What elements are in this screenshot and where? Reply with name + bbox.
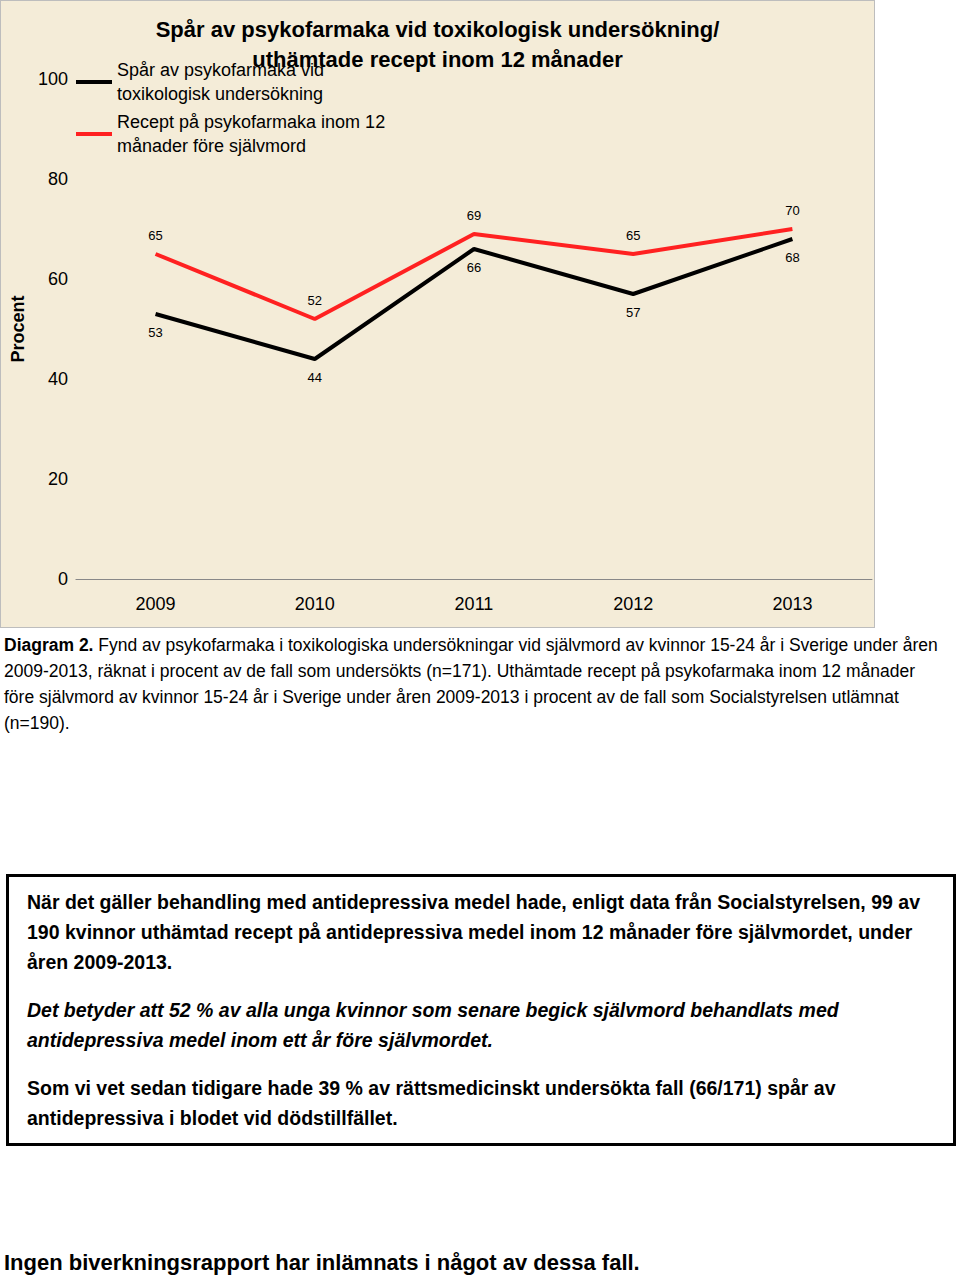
svg-text:toxikologisk undersökning: toxikologisk undersökning — [117, 84, 323, 104]
svg-text:65: 65 — [148, 228, 162, 243]
svg-text:Recept på psykofarmaka inom 12: Recept på psykofarmaka inom 12 — [117, 112, 390, 132]
svg-text:Procent: Procent — [8, 295, 28, 362]
html-text:Ingen biverkningsrapport har i: Ingen biverkningsrapport har inlämnats i… — [4, 1250, 640, 1275]
svg-text:2009: 2009 — [136, 594, 176, 614]
svg-text:40: 40 — [48, 369, 68, 389]
svg-text:70: 70 — [785, 203, 799, 218]
svg-text:69: 69 — [467, 208, 481, 223]
svg-text:53: 53 — [148, 325, 162, 340]
svg-text:2012: 2012 — [613, 594, 653, 614]
svg-text:57: 57 — [626, 305, 640, 320]
svg-text:44: 44 — [308, 370, 322, 385]
svg-text:2011: 2011 — [455, 594, 494, 614]
html-text:Det betyder att 52 % av alla u: Det betyder att 52 % av alla unga kvinno… — [27, 999, 839, 1051]
svg-text:52: 52 — [308, 293, 322, 308]
svg-text:66: 66 — [467, 260, 481, 275]
svg-text:0: 0 — [58, 569, 68, 589]
svg-text:65: 65 — [626, 228, 640, 243]
svg-text:Spår av psykofarmaka vid toxik: Spår av psykofarmaka vid toxikologisk un… — [156, 17, 720, 42]
svg-text:2010: 2010 — [295, 594, 335, 614]
svg-text:80: 80 — [48, 169, 68, 189]
svg-text:100: 100 — [38, 69, 68, 89]
svg-text:Spår av psykofarmaka vid: Spår av psykofarmaka vid — [117, 60, 330, 80]
html-text:Diagram 2. Fynd av psykofarmak: Diagram 2. Fynd av psykofarmaka i toxiko… — [4, 635, 938, 733]
svg-text:20: 20 — [48, 469, 68, 489]
svg-text:2013: 2013 — [772, 594, 812, 614]
svg-text:68: 68 — [785, 250, 799, 265]
svg-text:uthämtade recept inom 12 månad: uthämtade recept inom 12 månader — [252, 47, 623, 72]
html-text:Som vi vet sedan tidigare hade: Som vi vet sedan tidigare hade 39 % av r… — [27, 1077, 836, 1129]
html-text:När det gäller behandling med: När det gäller behandling med antidepres… — [27, 891, 920, 973]
svg-text:månader före självmord: månader före självmord — [117, 136, 306, 156]
svg-text:60: 60 — [48, 269, 68, 289]
